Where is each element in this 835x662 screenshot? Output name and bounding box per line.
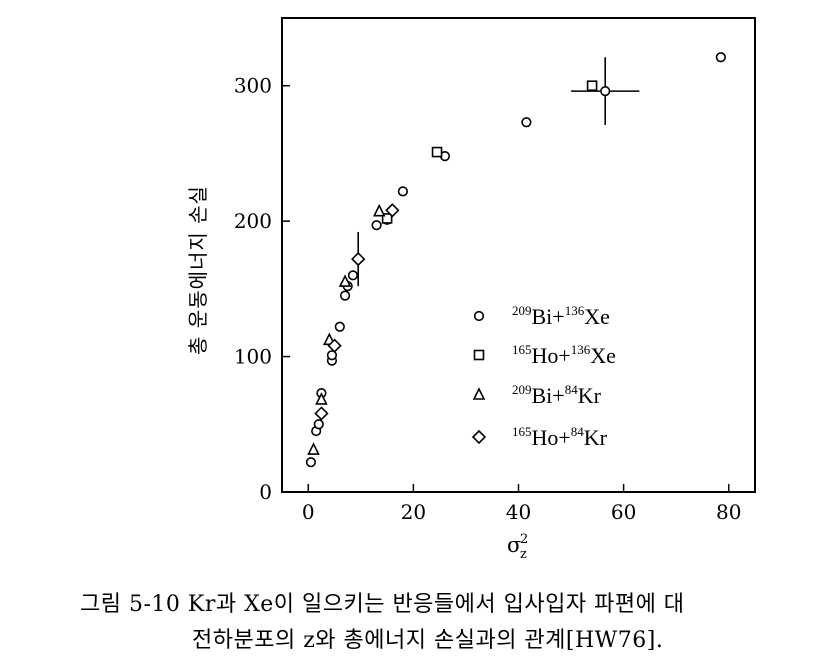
square-point — [381, 213, 393, 224]
x-tick-label: 60 — [611, 500, 636, 524]
legend-label: 165Ho+136Xe — [512, 342, 616, 368]
legend-label-text: Ho+ — [532, 425, 571, 450]
square-point — [431, 146, 443, 158]
legend-label-text: Bi+ — [532, 304, 565, 329]
y-tick-label: 200 — [234, 209, 272, 233]
circle-point — [305, 457, 317, 468]
y-tick-label: 100 — [234, 345, 272, 369]
circle-point — [347, 270, 359, 281]
legend-label-superscript: 209 — [512, 303, 532, 318]
x-axis-title-symbol: σ — [507, 533, 521, 557]
x-axis-title: σ 2 z — [507, 532, 528, 562]
legend-marker-triangle — [472, 387, 486, 400]
circle-point — [600, 86, 611, 97]
y-tick-label: 0 — [259, 480, 272, 504]
caption-line-2: 전하분포의 z와 총에너지 손실과의 관계[HW76]. — [192, 628, 664, 653]
circle-point — [521, 117, 532, 128]
legend-marker-circle — [473, 310, 485, 322]
x-axis-title-superscript: 2 — [520, 532, 528, 547]
legend: 209Bi+136Xe165Ho+136Xe209Bi+84Kr165Ho+84… — [471, 303, 616, 450]
x-tick-label: 40 — [506, 500, 531, 524]
legend-label-superscript: 136 — [565, 303, 585, 318]
legend-label: 209Bi+84Kr — [512, 382, 602, 408]
axis-ticks: 0 20 40 60 80 0 100 200 300 — [234, 74, 742, 524]
legend-label-text: Kr — [584, 425, 608, 450]
circle-point — [715, 52, 726, 63]
y-axis-title: 총 운동에너지 손실 — [186, 185, 210, 355]
plot-frame — [281, 17, 756, 493]
legend-label-superscript: 165 — [512, 424, 532, 439]
circle-point — [371, 220, 382, 231]
circle-point — [313, 419, 324, 430]
legend-label-text: Xe — [590, 343, 616, 368]
triangle-point — [372, 203, 386, 217]
diamond-point — [327, 338, 342, 353]
legend-label-superscript: 84 — [571, 424, 585, 439]
circle-point — [326, 350, 338, 361]
legend-label: 165Ho+84Kr — [512, 424, 608, 450]
x-axis-title-subscript: z — [520, 547, 527, 562]
legend-label-superscript: 165 — [512, 342, 532, 357]
circle-point — [397, 186, 408, 197]
legend-label-superscript: 136 — [571, 342, 591, 357]
legend-marker-diamond — [471, 429, 487, 445]
error-bars — [357, 57, 640, 287]
circle-point — [334, 321, 345, 332]
x-tick-label: 80 — [716, 500, 741, 524]
legend-label-superscript: 209 — [512, 382, 532, 397]
circle-point — [339, 290, 351, 301]
triangle-point — [307, 442, 320, 455]
diamond-point — [351, 251, 366, 267]
legend-marker-square — [473, 349, 485, 361]
x-tick-label: 20 — [401, 500, 426, 524]
y-tick-label: 300 — [234, 74, 272, 98]
triangle-point — [338, 274, 352, 287]
data-points — [305, 52, 726, 468]
legend-label-superscript: 84 — [565, 382, 579, 397]
legend-label-text: Ho+ — [532, 343, 571, 368]
x-tick-label: 0 — [302, 500, 315, 524]
legend-label-text: Bi+ — [532, 383, 565, 408]
legend-label-text: Kr — [578, 383, 602, 408]
triangle-point — [315, 392, 328, 405]
diamond-point — [314, 406, 329, 421]
square-point — [586, 80, 598, 92]
legend-label-text: Xe — [584, 304, 610, 329]
diamond-point — [385, 203, 400, 218]
legend-label: 209Bi+136Xe — [512, 303, 610, 329]
caption-line-1: 그림 5-10 Kr과 Xe이 일으키는 반응들에서 입사입자 파편에 대 — [80, 592, 685, 617]
